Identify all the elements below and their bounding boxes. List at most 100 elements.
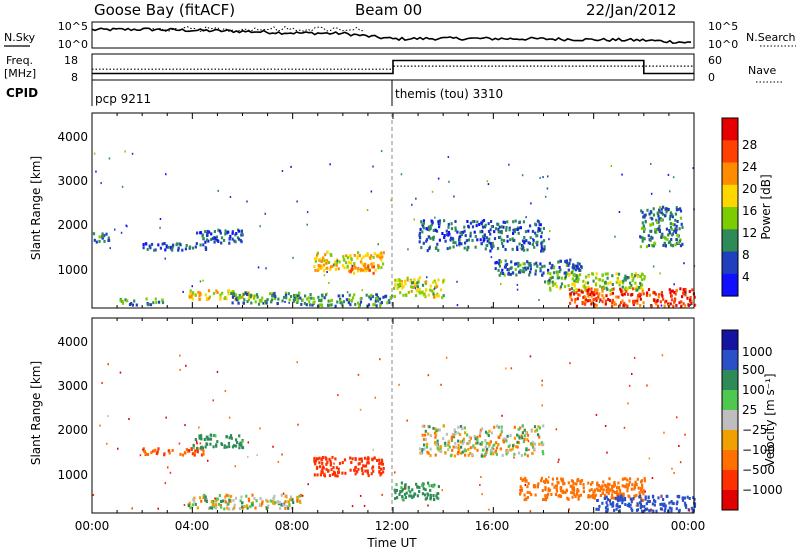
data-cell-176 <box>216 291 219 295</box>
data-cell-773 <box>539 223 542 227</box>
data-cell-455 <box>462 437 465 441</box>
data-cell-114 <box>299 493 303 497</box>
data-cell-231 <box>210 506 213 510</box>
data-cell-1613 <box>237 302 239 305</box>
data-cell-132 <box>234 240 237 244</box>
data-cell-586 <box>454 441 457 445</box>
data-cell-397 <box>433 498 436 502</box>
data-cell-172 <box>223 297 226 301</box>
data-cell-755 <box>464 234 467 238</box>
data-cell-420 <box>380 301 383 305</box>
data-cell-1199 <box>682 292 685 296</box>
data-cell-145 <box>247 291 250 295</box>
data-cell-461 <box>329 299 332 303</box>
data-cell-1065 <box>651 495 655 499</box>
data-cell-1096 <box>183 504 186 506</box>
data-cell-939 <box>514 262 517 266</box>
data-cell-1523 <box>486 180 489 183</box>
data-cell-133 <box>204 230 207 234</box>
data-cell-1124 <box>627 402 629 405</box>
data-cell-1333 <box>574 297 577 301</box>
data-cell-1076 <box>619 497 622 501</box>
data-cell-830 <box>555 484 558 488</box>
data-cell-695 <box>484 453 487 456</box>
data-cell-462 <box>454 445 457 449</box>
data-cell-546 <box>437 448 440 452</box>
data-cell-889 <box>640 488 643 492</box>
data-cell-532 <box>406 278 409 282</box>
data-cell-283 <box>334 260 337 264</box>
data-cell-388 <box>414 492 417 496</box>
data-cell-944 <box>604 484 608 488</box>
data-cell-1628 <box>199 280 202 283</box>
data-cell-995 <box>572 263 575 267</box>
data-cell-336 <box>343 258 346 262</box>
data-cell-1554 <box>414 287 417 290</box>
data-cell-46 <box>228 436 231 440</box>
data-cell-756 <box>635 483 638 487</box>
data-cell-656 <box>485 450 488 454</box>
data-cell-625 <box>481 441 484 445</box>
data-cell-1400 <box>673 223 676 227</box>
data-cell-240 <box>284 494 287 498</box>
data-cell-1144 <box>575 275 579 279</box>
data-cell-952 <box>565 263 568 267</box>
data-cell-1008 <box>648 509 651 513</box>
data-cell-1276 <box>673 299 676 303</box>
data-cell-938 <box>569 258 572 262</box>
data-cell-1482 <box>660 218 663 222</box>
data-cell-73 <box>235 438 238 442</box>
data-cell-1244 <box>601 300 604 304</box>
data-cell-1029 <box>653 498 656 502</box>
data-cell-967 <box>617 505 620 509</box>
data-cell-959 <box>570 271 573 275</box>
data-cell-1556 <box>669 190 671 193</box>
data-cell-1316 <box>687 304 690 307</box>
data-cell-816 <box>559 489 563 493</box>
data-cell-100 <box>241 440 244 444</box>
data-cell-561 <box>436 292 439 296</box>
data-cell-808 <box>602 488 605 492</box>
data-cell-1044 <box>684 503 687 507</box>
data-cell-1100 <box>583 285 586 289</box>
data-cell-1194 <box>324 472 326 475</box>
data-cell-1151 <box>641 283 644 287</box>
data-cell-578 <box>430 289 434 293</box>
data-cell-349 <box>318 461 321 465</box>
data-cell-565 <box>412 278 416 282</box>
data-cell-576 <box>436 446 439 450</box>
data-cell-1089 <box>554 282 557 286</box>
data-cell-1037 <box>685 505 688 509</box>
data-cell-1555 <box>332 263 335 266</box>
data-cell-17 <box>124 298 127 302</box>
data-cell-961 <box>565 271 568 275</box>
data-cell-476 <box>476 435 479 439</box>
data-cell-660 <box>466 248 469 252</box>
data-cell-668 <box>446 247 449 251</box>
data-cell-740 <box>488 240 491 244</box>
data-cell-1520 <box>411 203 413 206</box>
data-cell-494 <box>479 442 482 446</box>
data-cell-728 <box>508 228 511 232</box>
data-cell-838 <box>569 484 572 488</box>
data-cell-641 <box>540 441 543 445</box>
data-cell-1403 <box>658 228 661 232</box>
data-cell-1249 <box>637 293 640 297</box>
data-cell-451 <box>389 296 392 300</box>
data-cell-1144 <box>107 363 109 366</box>
data-cell-856 <box>542 480 545 484</box>
data-cell-410 <box>422 482 425 486</box>
data-cell-1408 <box>670 238 673 241</box>
data-cell-792 <box>516 228 519 231</box>
data-cell-878 <box>641 483 644 487</box>
velocity-ytick-1000: 1000 <box>57 468 88 482</box>
data-cell-319 <box>327 261 331 264</box>
data-cell-392 <box>320 260 323 263</box>
data-cell-697 <box>513 452 516 456</box>
data-cell-275 <box>361 472 364 476</box>
data-cell-907 <box>539 267 542 271</box>
data-cell-1351 <box>621 299 624 303</box>
data-cell-636 <box>449 246 452 250</box>
data-cell-1179 <box>669 291 672 295</box>
data-cell-530 <box>511 447 514 451</box>
